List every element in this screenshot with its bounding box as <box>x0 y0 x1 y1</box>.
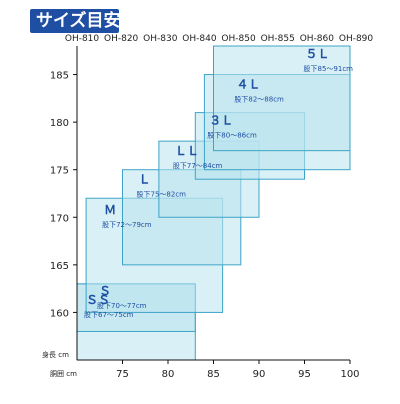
model-code-label: OH-850 <box>221 34 256 44</box>
size-label: ４Ｌ <box>236 78 260 92</box>
size-label: ＳＳ <box>86 293 110 307</box>
inseam-label: 股下80〜86cm <box>207 132 257 140</box>
model-code-label: OH-810 <box>65 34 100 44</box>
inseam-label: 股下75〜82cm <box>137 191 187 199</box>
x-axis-label: 胴囲 cm <box>50 370 77 378</box>
size-label: ５Ｌ <box>306 47 330 61</box>
inseam-label: 股下77〜84cm <box>173 162 223 170</box>
inseam-label: 股下72〜79cm <box>102 221 152 229</box>
x-tick-label: 75 <box>116 369 129 380</box>
size-label: Ｍ <box>104 203 116 217</box>
model-code-label: OH-830 <box>143 34 178 44</box>
size-label: ３Ｌ <box>209 114 233 128</box>
x-tick-label: 100 <box>340 369 359 380</box>
y-axis-label: 身長 cm <box>42 350 69 359</box>
y-tick-label: 185 <box>50 71 69 82</box>
inseam-label: 股下82〜88cm <box>234 96 284 104</box>
model-code-label: OH-820 <box>104 34 139 44</box>
title-badge <box>30 9 119 33</box>
inseam-label: 股下70〜77cm <box>97 302 147 310</box>
size-label: ＬＬ <box>175 144 199 158</box>
y-tick-label: 165 <box>50 261 69 272</box>
model-code-label: OH-855 <box>261 34 295 44</box>
y-tick-label: 175 <box>50 166 69 177</box>
x-tick-label: 85 <box>207 369 220 380</box>
size-label: Ｌ <box>139 173 151 187</box>
x-tick-label: 95 <box>298 369 311 380</box>
y-tick-label: 160 <box>50 308 69 319</box>
size-label: Ｓ <box>99 284 111 298</box>
x-tick-label: 90 <box>253 369 266 380</box>
inseam-label: 股下85〜91cm <box>304 65 354 73</box>
x-tick-label: 80 <box>162 369 175 380</box>
size-region <box>213 45 351 152</box>
model-code-label: OH-890 <box>339 34 374 44</box>
y-tick-label: 170 <box>50 213 69 224</box>
chart-title: サイズ目安表 <box>36 11 138 31</box>
y-tick-label: 180 <box>50 118 69 129</box>
inseam-label: 股下67〜75cm <box>84 311 134 319</box>
model-code-label: OH-860 <box>300 34 335 44</box>
model-code-label: OH-840 <box>182 34 217 44</box>
